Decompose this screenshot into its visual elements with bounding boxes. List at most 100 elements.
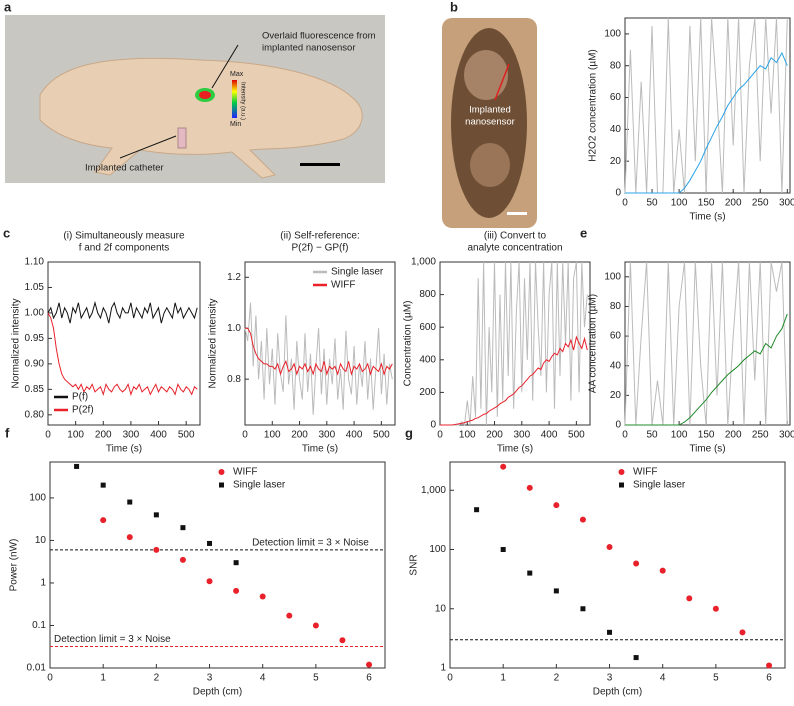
chart-title: (iii) Convert to	[484, 231, 547, 242]
y-axis-label: Normalized intensity	[11, 298, 22, 388]
y-tick-label: 1,000	[421, 485, 446, 496]
legend-label: WIFF	[233, 467, 257, 478]
x-axis-label: Time (s)	[106, 444, 142, 455]
x-tick-label: 3	[207, 673, 213, 684]
x-tick-label: 4	[660, 673, 666, 684]
x-axis-label: Depth (cm)	[193, 687, 242, 698]
y-tick-label: 100	[29, 493, 46, 504]
x-tick-label: 300	[513, 430, 530, 441]
x-tick-label: 2	[554, 673, 560, 684]
y-axis-label: Concentration (µM)	[403, 301, 414, 387]
point	[180, 525, 186, 531]
point	[686, 595, 693, 602]
data-line	[245, 327, 393, 376]
plot-frame	[624, 17, 791, 194]
data-line	[625, 51, 788, 194]
x-tick-label: 250	[752, 198, 769, 209]
point	[366, 661, 373, 668]
x-tick-label: 300	[779, 430, 794, 441]
data-line	[625, 313, 788, 426]
point	[153, 546, 160, 553]
reference-label: Detection limit = 3 × Noise	[54, 634, 171, 645]
y-tick-label: 20	[610, 390, 622, 401]
annotation: Intensity (a.u.)	[239, 82, 245, 120]
data-line	[47, 312, 198, 397]
y-tick-label: 200	[419, 387, 436, 398]
point	[153, 512, 159, 518]
x-tick-label: 200	[291, 430, 308, 441]
y-tick-label: 100	[604, 271, 621, 282]
point	[339, 637, 346, 644]
x-tick-label: 50	[646, 198, 658, 209]
y-axis-label: AA concentration (µM)	[588, 294, 599, 393]
y-tick-label: 0.01	[27, 663, 47, 674]
y-tick-label: 0.95	[25, 333, 45, 344]
y-axis-label: Power (nW)	[9, 539, 20, 592]
y-tick-label: 0	[615, 420, 621, 431]
legend-swatch	[619, 482, 624, 488]
panel-label: g	[405, 425, 413, 440]
point	[207, 540, 213, 546]
data-line	[624, 261, 788, 426]
panel-label: e	[580, 225, 587, 240]
x-tick-label: 50	[646, 430, 658, 441]
point	[553, 502, 560, 509]
x-tick-label: 200	[725, 430, 742, 441]
point	[633, 560, 640, 567]
legend-label: WIFF	[633, 467, 657, 478]
x-tick-label: 5	[713, 673, 719, 684]
point	[766, 662, 773, 669]
point	[474, 507, 480, 513]
point	[259, 593, 266, 600]
y-tick-label: 20	[610, 156, 622, 167]
x-tick-label: 300	[779, 198, 794, 209]
x-tick-label: 500	[373, 430, 390, 441]
organ	[470, 143, 510, 187]
y-tick-label: 60	[610, 92, 622, 103]
catheter	[177, 127, 187, 149]
x-tick-label: 0	[242, 430, 248, 441]
x-axis-label: Time (s)	[689, 212, 725, 223]
data-line	[440, 335, 588, 426]
x-tick-label: 100	[264, 430, 281, 441]
y-axis-label: H2O2 concentration (µM)	[588, 49, 599, 161]
panel-label: f	[5, 425, 10, 440]
y-tick-label: 100	[604, 29, 621, 40]
legend-label: P(f)	[72, 392, 88, 403]
point	[286, 612, 293, 619]
point	[553, 588, 559, 594]
x-tick-label: 300	[318, 430, 335, 441]
y-tick-label: 1	[440, 663, 446, 674]
y-tick-label: 0.1	[32, 620, 46, 631]
x-tick-label: 300	[123, 430, 140, 441]
organ	[464, 50, 508, 100]
y-tick-label: 10	[435, 603, 447, 614]
x-tick-label: 5	[313, 673, 319, 684]
annotation: nanosensor	[465, 117, 515, 128]
y-tick-label: 10	[35, 535, 47, 546]
x-tick-label: 200	[95, 430, 112, 441]
chart-title: P(2f) − GP(f)	[292, 243, 349, 254]
arrow	[211, 44, 239, 89]
plot-frame	[439, 261, 591, 426]
chart-title: (ii) Self-reference:	[280, 231, 359, 242]
y-tick-label: 0	[430, 420, 436, 431]
point	[500, 463, 507, 470]
point	[179, 556, 186, 563]
chart-title: f and 2f components	[79, 243, 170, 254]
point	[526, 484, 533, 491]
panel-label: b	[450, 0, 458, 14]
x-tick-label: 0	[447, 673, 453, 684]
point	[659, 567, 666, 574]
y-tick-label: 1.10	[25, 257, 45, 268]
colorbar	[232, 80, 237, 118]
x-tick-label: 1	[100, 673, 106, 684]
x-tick-label: 100	[67, 430, 84, 441]
point	[74, 463, 80, 469]
x-tick-label: 200	[486, 430, 503, 441]
y-tick-label: 40	[610, 124, 622, 135]
x-tick-label: 500	[178, 430, 195, 441]
plot-frame	[449, 461, 786, 669]
y-tick-label: 1.05	[25, 282, 45, 293]
